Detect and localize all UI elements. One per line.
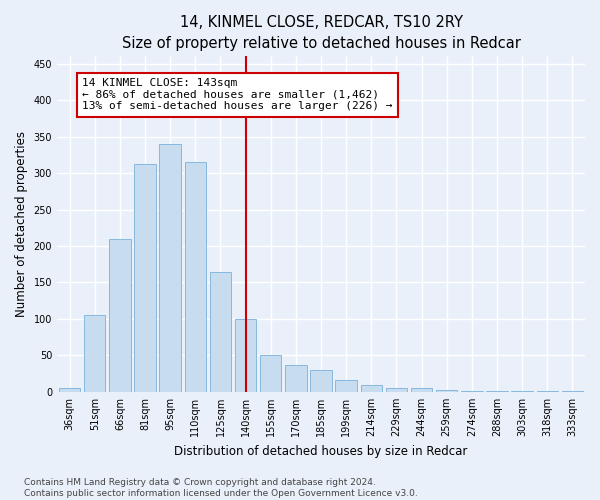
Bar (411, 388, 432, 392)
Bar (310, 370, 332, 392)
Y-axis label: Number of detached properties: Number of detached properties (15, 131, 28, 317)
Bar (461, 391, 482, 392)
Bar (134, 164, 156, 392)
Bar (386, 388, 407, 392)
Bar (109, 238, 131, 392)
Bar (260, 356, 281, 392)
Bar (335, 380, 357, 392)
Bar (235, 319, 256, 392)
Bar (285, 365, 307, 392)
Bar (84, 316, 106, 392)
X-axis label: Distribution of detached houses by size in Redcar: Distribution of detached houses by size … (175, 444, 468, 458)
Text: 14 KINMEL CLOSE: 143sqm
← 86% of detached houses are smaller (1,462)
13% of semi: 14 KINMEL CLOSE: 143sqm ← 86% of detache… (82, 78, 392, 112)
Title: 14, KINMEL CLOSE, REDCAR, TS10 2RY
Size of property relative to detached houses : 14, KINMEL CLOSE, REDCAR, TS10 2RY Size … (122, 15, 520, 51)
Bar (210, 272, 231, 392)
Bar (160, 144, 181, 392)
Bar (59, 388, 80, 392)
Bar (511, 391, 533, 392)
Bar (487, 391, 508, 392)
Bar (436, 390, 457, 392)
Text: Contains HM Land Registry data © Crown copyright and database right 2024.
Contai: Contains HM Land Registry data © Crown c… (24, 478, 418, 498)
Bar (536, 391, 558, 392)
Bar (185, 162, 206, 392)
Bar (562, 391, 583, 392)
Bar (361, 384, 382, 392)
